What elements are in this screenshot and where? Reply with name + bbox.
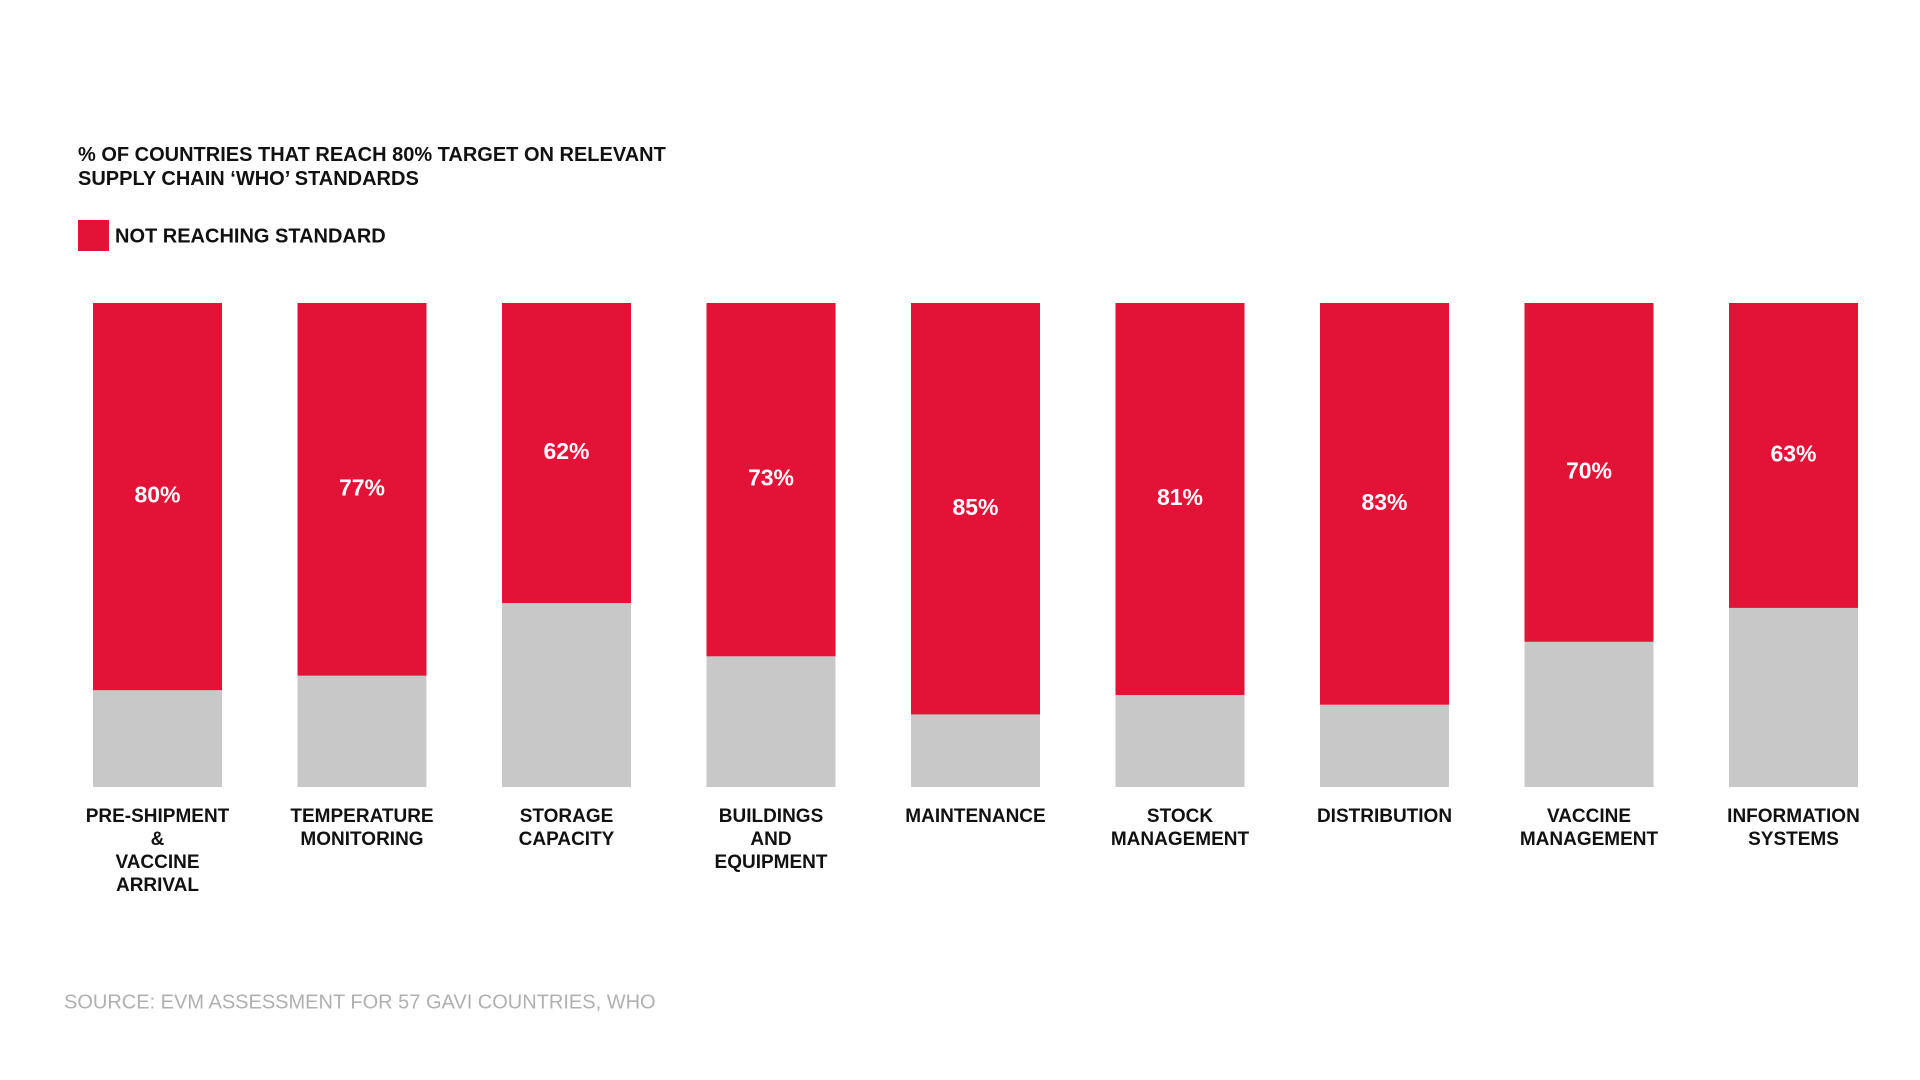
x-tick-label: INFORMATION SYSTEMS xyxy=(1727,806,1860,850)
bar-segment xyxy=(1524,303,1654,642)
bar-segment xyxy=(297,303,427,676)
value-label: 70% xyxy=(1566,457,1612,483)
x-tick-label: BUILDINGS AND EQUIPMENT xyxy=(715,806,828,873)
source-note: SOURCE: EVM ASSESSMENT FOR 57 GAVI COUNT… xyxy=(64,991,656,1013)
value-label: 83% xyxy=(1361,489,1407,515)
bar-segment xyxy=(297,675,427,787)
value-label: 77% xyxy=(339,474,385,500)
x-tick-label: STOCK MANAGEMENT xyxy=(1111,806,1250,850)
bar-segment xyxy=(93,690,222,787)
bar-segment xyxy=(1320,704,1449,787)
x-tick-label: TEMPERATURE MONITORING xyxy=(290,806,433,850)
value-label: 63% xyxy=(1770,441,1816,467)
value-label: 62% xyxy=(543,438,589,464)
bar-segment xyxy=(706,656,836,787)
bar-segment xyxy=(502,303,631,604)
legend-swatch xyxy=(78,220,109,251)
x-tick-label: PRE-SHIPMENT & VACCINE ARRIVAL xyxy=(86,806,230,896)
bar-segment xyxy=(502,603,631,787)
value-label: 85% xyxy=(952,494,998,520)
value-label: 80% xyxy=(134,482,180,508)
x-tick-label: STORAGE CAPACITY xyxy=(519,806,615,850)
bar-segment xyxy=(1524,641,1654,787)
x-tick-label: VACCINE MANAGEMENT xyxy=(1520,806,1659,850)
x-tick-label: DISTRIBUTION xyxy=(1317,806,1452,827)
bar-segment xyxy=(1320,303,1449,705)
value-label: 81% xyxy=(1157,484,1203,510)
bar-segment xyxy=(1729,303,1858,608)
bar-segment xyxy=(1729,607,1858,787)
legend-label: NOT REACHING STANDARD xyxy=(115,225,386,247)
bar-segment xyxy=(1115,303,1245,696)
bar-segment xyxy=(706,303,836,657)
bar-segment xyxy=(1115,695,1245,787)
chart-title: % OF COUNTRIES THAT REACH 80% TARGET ON … xyxy=(78,144,666,190)
x-tick-label: MAINTENANCE xyxy=(905,806,1045,827)
bar-segment xyxy=(911,303,1040,715)
bar-segment xyxy=(93,303,222,691)
bar-segment xyxy=(911,714,1040,787)
value-label: 73% xyxy=(748,465,794,491)
